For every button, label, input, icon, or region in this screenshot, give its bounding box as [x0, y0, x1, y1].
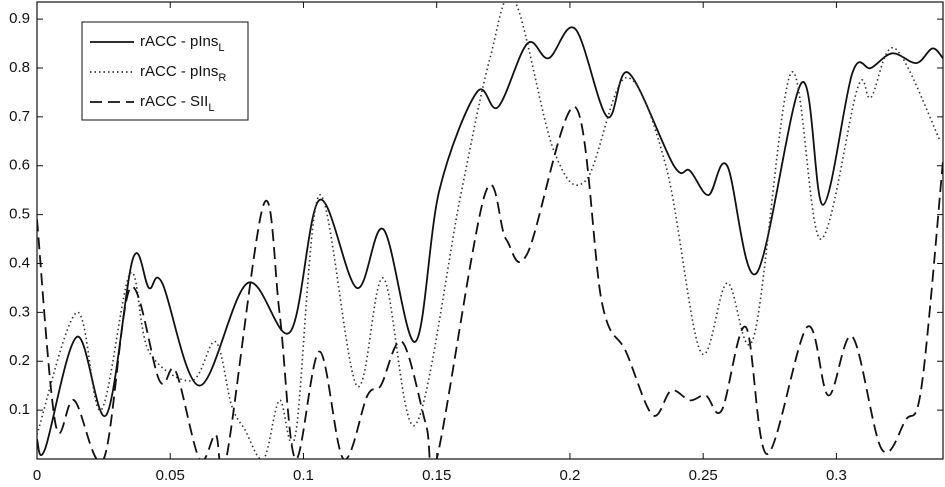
legend-name: rACC - pIns	[140, 63, 218, 80]
legend-name: rACC - pIns	[140, 33, 218, 50]
x-tick-label: 0	[33, 467, 41, 484]
x-tick-label: 0.2	[560, 467, 581, 484]
x-tick-label: 0.1	[293, 467, 314, 484]
legend-subscript: R	[218, 72, 226, 84]
legend-label: rACC - pInsL	[140, 33, 224, 54]
legend-label: rACC - SIIL	[140, 93, 214, 114]
y-tick-label: 0.8	[9, 59, 30, 76]
y-tick-label: 0.7	[9, 108, 30, 125]
series-line	[37, 26, 943, 457]
legend-name: rACC - SII	[140, 93, 208, 110]
legend-label: rACC - pInsR	[140, 63, 226, 84]
x-tick-label: 0.05	[156, 467, 185, 484]
x-tick-label: 0.3	[826, 467, 847, 484]
y-tick-label: 0.6	[9, 157, 30, 174]
y-tick-label: 0.4	[9, 254, 30, 271]
legend-subscript: L	[208, 102, 214, 114]
plot-frame	[36, 1, 944, 460]
y-tick-label: 0.5	[9, 206, 30, 223]
y-tick-label: 0.1	[9, 401, 30, 418]
y-tick-label: 0.3	[9, 303, 30, 320]
x-tick-label: 0.25	[689, 467, 718, 484]
y-tick-label: 0.9	[9, 10, 30, 27]
series-line	[37, 106, 943, 459]
x-tick-label: 0.15	[422, 467, 451, 484]
legend-subscript: L	[218, 42, 224, 54]
y-tick-label: 0.2	[9, 352, 30, 369]
legend-box	[81, 21, 249, 121]
